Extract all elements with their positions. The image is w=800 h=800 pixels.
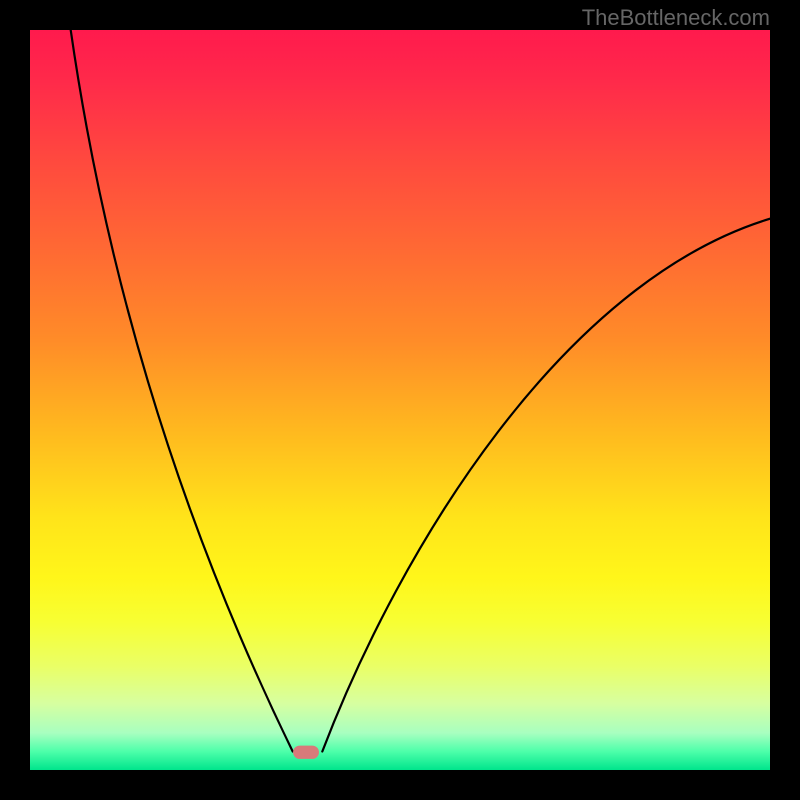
watermark-text: TheBottleneck.com <box>582 5 770 31</box>
optimal-point-marker <box>30 30 770 770</box>
chart-frame: TheBottleneck.com <box>0 0 800 800</box>
plot-area <box>30 30 770 770</box>
marker-pill <box>293 746 319 759</box>
